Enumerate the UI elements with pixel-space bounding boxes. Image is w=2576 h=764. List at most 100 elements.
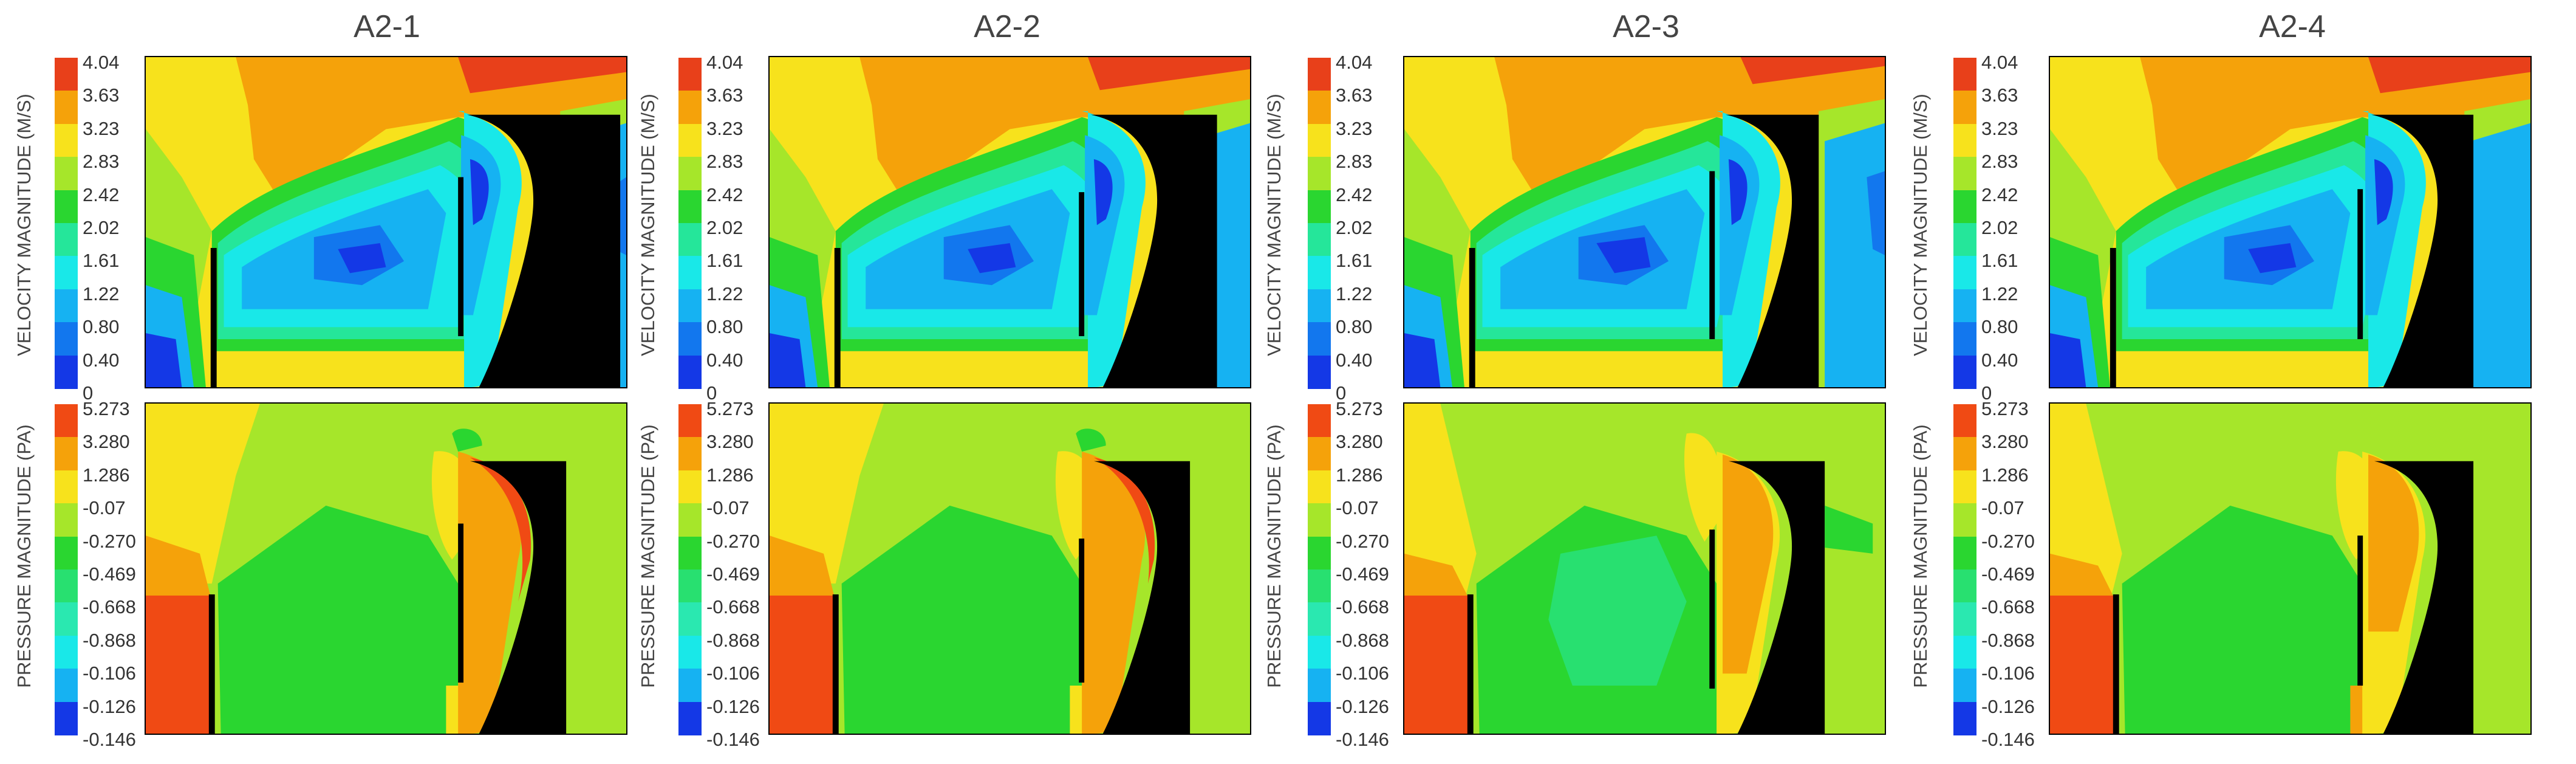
legend-swatch (55, 58, 78, 91)
legend-tick-label: 0.80 (706, 316, 743, 338)
legend-tick-label: -0.126 (706, 695, 760, 717)
legend-swatch (55, 157, 78, 191)
legend-swatch (1308, 437, 1331, 471)
legend-swatch (678, 701, 702, 735)
legend-tick-label: 1.22 (1336, 283, 1373, 305)
velocity-contour-a2-3 (1403, 56, 1886, 388)
legend-tick-label: 3.23 (1981, 117, 2018, 139)
legend-tick-label: 5.273 (706, 398, 754, 419)
pressure-contour-a2-4 (2049, 402, 2532, 735)
legend-tick-label: -0.668 (1336, 596, 1389, 618)
legend-swatch (1308, 223, 1331, 256)
legend-swatch (678, 157, 702, 191)
legend-tick-label: 2.42 (1336, 184, 1373, 205)
legend-swatch (55, 701, 78, 735)
legend-tick-label: 0.40 (83, 349, 120, 371)
legend-swatch (1953, 355, 1976, 389)
legend-swatch (678, 256, 702, 290)
column-title-a2-3: A2-3 (1613, 9, 1679, 44)
legend-tick-label: -0.126 (1981, 695, 2035, 717)
legend-tick-label: 3.280 (706, 431, 754, 453)
pressure-axis-label: PRESSURE MAGNITUDE (PA) (637, 424, 658, 688)
legend-tick-label: 4.04 (83, 52, 120, 73)
legend-swatch (1953, 635, 1976, 669)
pressure-contour-a2-1 (145, 402, 627, 735)
legend-swatch (1308, 256, 1331, 290)
legend-tick-label: -0.270 (83, 530, 136, 552)
legend-swatch (678, 190, 702, 224)
legend-tick-label: 1.286 (83, 464, 130, 486)
legend-swatch (1953, 503, 1976, 537)
legend-swatch (678, 470, 702, 504)
legend-tick-label: -0.868 (1981, 629, 2035, 651)
legend-tick-label: 3.63 (1336, 84, 1373, 106)
legend-tick-label: -0.469 (706, 563, 760, 585)
legend-tick-label: 2.83 (83, 151, 120, 173)
legend-tick-label: -0.07 (83, 497, 126, 519)
legend-tick-label: 1.22 (706, 283, 743, 305)
legend-tick-label: 1.22 (83, 283, 120, 305)
legend-swatch (1308, 536, 1331, 570)
legend-swatch (678, 503, 702, 537)
legend-tick-label: -0.270 (1336, 530, 1389, 552)
legend-tick-label: 1.61 (1981, 250, 2018, 272)
legend-tick-label: -0.668 (1981, 596, 2035, 618)
legend-tick-label: -0.106 (83, 662, 136, 684)
legend-swatch (1953, 669, 1976, 703)
legend-swatch (55, 404, 78, 438)
legend-swatch (1953, 570, 1976, 603)
legend-tick-label: 1.286 (1336, 464, 1383, 486)
legend-tick-label: 3.23 (83, 117, 120, 139)
legend-swatch (678, 223, 702, 256)
legend-swatch (1953, 91, 1976, 125)
legend-tick-label: 2.02 (1336, 217, 1373, 238)
legend-tick-label: 0.80 (1981, 316, 2018, 338)
legend-tick-label: -0.469 (1981, 563, 2035, 585)
legend-tick-label: 2.83 (1336, 151, 1373, 173)
legend-swatch (55, 635, 78, 669)
legend-tick-label: 1.286 (706, 464, 754, 486)
velocity-axis-label: VELOCITY MAGNITUDE (M/S) (1263, 94, 1285, 356)
legend-tick-label: 3.280 (1336, 431, 1383, 453)
legend-swatch (1953, 437, 1976, 471)
legend-swatch (55, 355, 78, 389)
legend-swatch (1953, 404, 1976, 438)
legend-tick-label: 0 (1336, 382, 1347, 404)
legend-swatch (1308, 58, 1331, 91)
legend-tick-label: -0.07 (706, 497, 750, 519)
legend-tick-label: 1.61 (706, 250, 743, 272)
legend-swatch (678, 536, 702, 570)
legend-swatch (55, 669, 78, 703)
velocity-contour-a2-2 (768, 56, 1251, 388)
legend-tick-label: -0.126 (83, 695, 136, 717)
legend-swatch (1953, 470, 1976, 504)
legend-swatch (678, 570, 702, 603)
legend-swatch (1308, 289, 1331, 323)
legend-swatch (55, 91, 78, 125)
legend-swatch (1953, 322, 1976, 356)
legend-tick-label: -0.146 (1981, 729, 2035, 750)
legend-swatch (1953, 223, 1976, 256)
legend-tick-label: -0.270 (706, 530, 760, 552)
legend-swatch (1308, 503, 1331, 537)
legend-swatch (678, 404, 702, 438)
velocity-contour-a2-1 (145, 56, 627, 388)
legend-swatch (1308, 701, 1331, 735)
legend-swatch (678, 123, 702, 157)
legend-swatch (55, 256, 78, 290)
velocity-axis-label: VELOCITY MAGNITUDE (M/S) (637, 94, 658, 356)
legend-tick-label: 4.04 (1981, 52, 2018, 73)
legend-swatch (678, 635, 702, 669)
legend-swatch (1953, 123, 1976, 157)
legend-tick-label: 4.04 (1336, 52, 1373, 73)
legend-tick-label: 0.40 (1981, 349, 2018, 371)
legend-swatch (1953, 536, 1976, 570)
legend-tick-label: -0.106 (1336, 662, 1389, 684)
pressure-contour-a2-2 (768, 402, 1251, 735)
legend-swatch (1953, 701, 1976, 735)
legend-tick-label: -0.106 (1981, 662, 2035, 684)
legend-swatch (1953, 256, 1976, 290)
legend-tick-label: -0.146 (706, 729, 760, 750)
legend-swatch (678, 289, 702, 323)
legend-swatch (1308, 602, 1331, 636)
